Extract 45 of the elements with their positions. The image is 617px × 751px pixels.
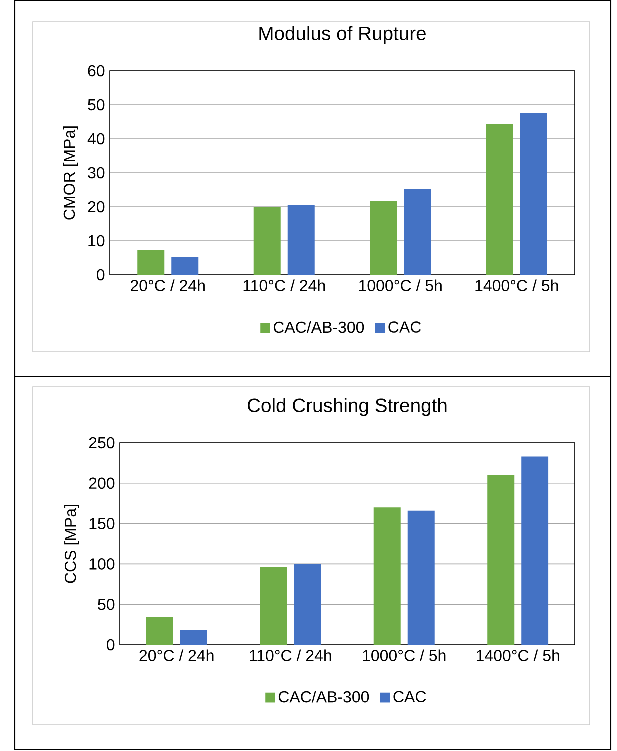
x-tick-label: 110°C / 24h (250, 650, 332, 662)
legend-label: CAC/AB-300 (278, 691, 370, 703)
bar (146, 618, 174, 645)
y-tick-label: 10 (88, 235, 105, 247)
y-tick-label: 30 (88, 167, 105, 179)
bar (260, 567, 288, 645)
legend-label: CAC (394, 691, 426, 703)
y-tick-label: 50 (88, 99, 105, 111)
bar (180, 630, 208, 645)
x-tick-label: 1400°C / 5h (476, 280, 558, 292)
bar (172, 257, 199, 275)
x-tick-label: 110°C / 24h (244, 280, 326, 292)
x-tick-label: 1000°C / 5h (359, 280, 442, 292)
y-tick-label: 40 (88, 133, 105, 145)
bar (486, 124, 514, 275)
legend-label: CAC (388, 322, 422, 333)
y-tick-label: 0 (107, 639, 115, 651)
y-tick-label: 60 (88, 65, 105, 77)
bar (254, 207, 281, 275)
chart-title: Cold Crushing Strength (248, 398, 447, 416)
y-axis-title: CCS [MPa] (64, 505, 80, 584)
bar (404, 188, 432, 275)
x-tick-label: 1400°C / 5h (476, 650, 560, 662)
bar (408, 510, 435, 645)
bar (138, 250, 165, 275)
y-tick-label: 200 (89, 478, 115, 490)
bar (288, 204, 315, 275)
y-tick-label: 0 (97, 269, 105, 281)
bar (520, 113, 548, 275)
y-tick-label: 50 (98, 598, 115, 610)
x-tick-label: 20°C / 24h (140, 650, 214, 662)
y-tick-label: 100 (90, 558, 115, 570)
y-axis-title: CMOR [MPa] (63, 126, 78, 220)
x-tick-label: 1000°C / 5h (363, 650, 446, 662)
bar (370, 202, 398, 275)
y-tick-label: 20 (88, 201, 105, 213)
bar (374, 508, 401, 645)
bar (294, 564, 322, 645)
x-tick-label: 20°C / 24h (131, 280, 205, 292)
bar (488, 475, 515, 645)
y-tick-label: 150 (90, 518, 115, 530)
legend-label: CAC/AB-300 (274, 321, 364, 334)
chart-title: Modulus of Rupture (260, 26, 426, 44)
bar (522, 456, 549, 645)
y-tick-label: 250 (89, 437, 115, 449)
